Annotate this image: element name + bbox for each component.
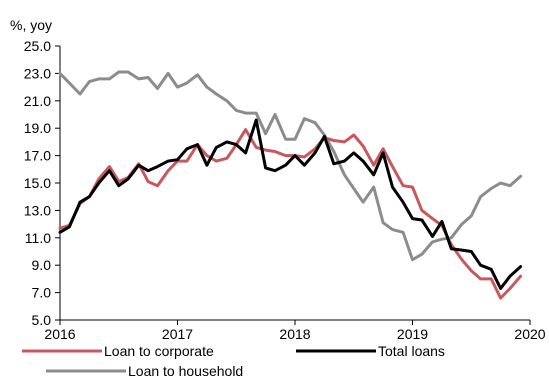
x-tick-label: 2020 [514,326,545,342]
y-tick-label: 5.0 [32,312,52,328]
series-line-loan-to-household [58,70,523,262]
y-tick-label: 23.0 [24,65,51,81]
y-tick-label: 25.0 [24,38,51,54]
series-line-loan-to-corporate [58,128,523,300]
series-layer [58,70,523,300]
y-tick-label: 15.0 [24,175,51,191]
x-tick-label: 2017 [162,326,193,342]
legend: Loan to corporate Total loans Loan to hous… [22,343,445,379]
y-tick-label: 7.0 [32,285,52,301]
y-tick-label: 9.0 [32,257,52,273]
y-tick-label: 19.0 [24,120,51,136]
series-line-total-loans [58,118,523,290]
y-tick-label: 13.0 [24,202,51,218]
legend-label-total-loans: Total loans [378,343,445,359]
y-tick-label: 17.0 [24,148,51,164]
y-axis: 25.0 23.0 21.0 19.0 17.0 15.0 13.0 11.0 9.0 7.0 5.… [24,38,61,328]
x-tick-label: 2019 [397,326,428,342]
y-tick-label: 21.0 [24,93,51,109]
legend-label-loan-to-corporate: Loan to corporate [104,343,214,359]
x-tick-label: 2016 [44,326,75,342]
y-tick-label: 11.0 [25,230,51,246]
x-tick-label: 2018 [279,326,310,342]
legend-label-loan-to-household: Loan to household [128,363,243,379]
x-axis: 2016 2017 2018 2019 2020 [44,319,546,342]
y-axis-unit-label: %, yoy [10,17,52,33]
